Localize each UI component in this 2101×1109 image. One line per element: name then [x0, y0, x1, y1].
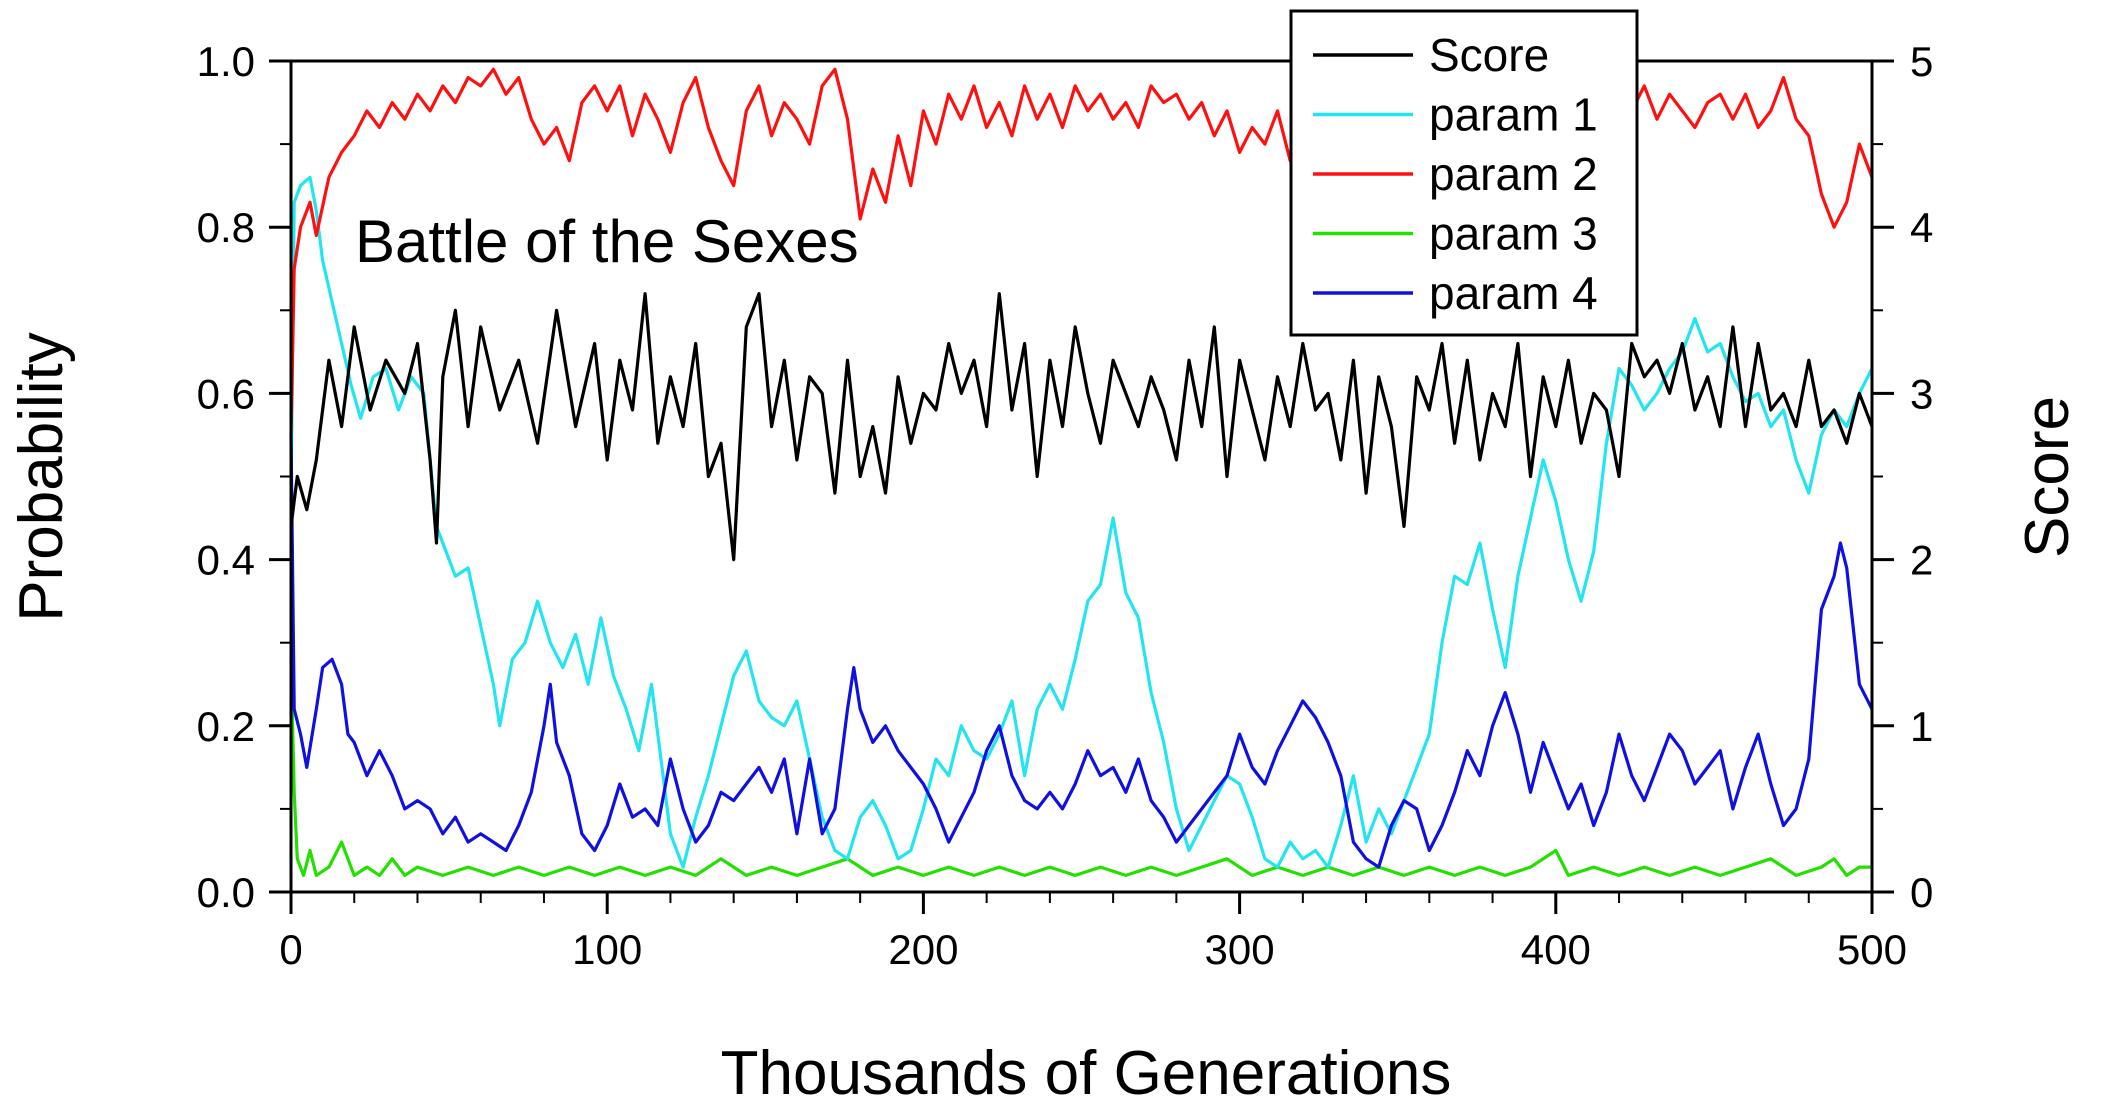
- legend-label: Score: [1429, 29, 1549, 81]
- legend-label: param 2: [1429, 148, 1598, 200]
- y-axis-label: Probability: [7, 332, 76, 621]
- x-axis-label: Thousands of Generations: [721, 1039, 1452, 1108]
- x-tick-label: 400: [1521, 926, 1591, 973]
- chart-annotation: Battle of the Sexes: [355, 208, 859, 275]
- y-tick-label: 0.8: [197, 204, 255, 251]
- series-line-param-4: [289, 434, 1874, 869]
- y2-tick-label: 3: [1910, 370, 1933, 417]
- series-line-score: [289, 292, 1874, 562]
- y-tick-label: 1.0: [197, 38, 255, 85]
- y-tick-label: 0.2: [197, 703, 255, 750]
- y-tick-label: 0.6: [197, 370, 255, 417]
- x-tick-label: 500: [1837, 926, 1907, 973]
- legend-label: param 3: [1429, 208, 1598, 260]
- y-tick-label: 0.0: [197, 869, 255, 916]
- legend-label: param 4: [1429, 267, 1598, 319]
- x-tick-label: 0: [279, 926, 302, 973]
- legend: Score param 1 param 2 param 3 param 4: [1289, 9, 1639, 337]
- legend-label: param 1: [1429, 89, 1598, 141]
- y-tick-label: 0.4: [197, 537, 255, 584]
- y2-tick-label: 5: [1910, 38, 1933, 85]
- x-tick-label: 300: [1205, 926, 1275, 973]
- axes-layer: 0 100 200 300 400 500 0.0 0.2 0.4 0.6 0.8 1.0 0 1 2 3 4 5: [197, 38, 1934, 973]
- y2-tick-label: 4: [1910, 204, 1933, 251]
- y2-tick-label: 2: [1910, 537, 1933, 584]
- x-tick-label: 100: [572, 926, 642, 973]
- y2-tick-label: 0: [1910, 869, 1933, 916]
- y2-axis-label: Score: [2013, 396, 2082, 558]
- x-tick-label: 200: [888, 926, 958, 973]
- series-line-param-3: [289, 659, 1872, 877]
- y2-tick-label: 1: [1910, 703, 1933, 750]
- series-line-param-1: [289, 175, 1874, 869]
